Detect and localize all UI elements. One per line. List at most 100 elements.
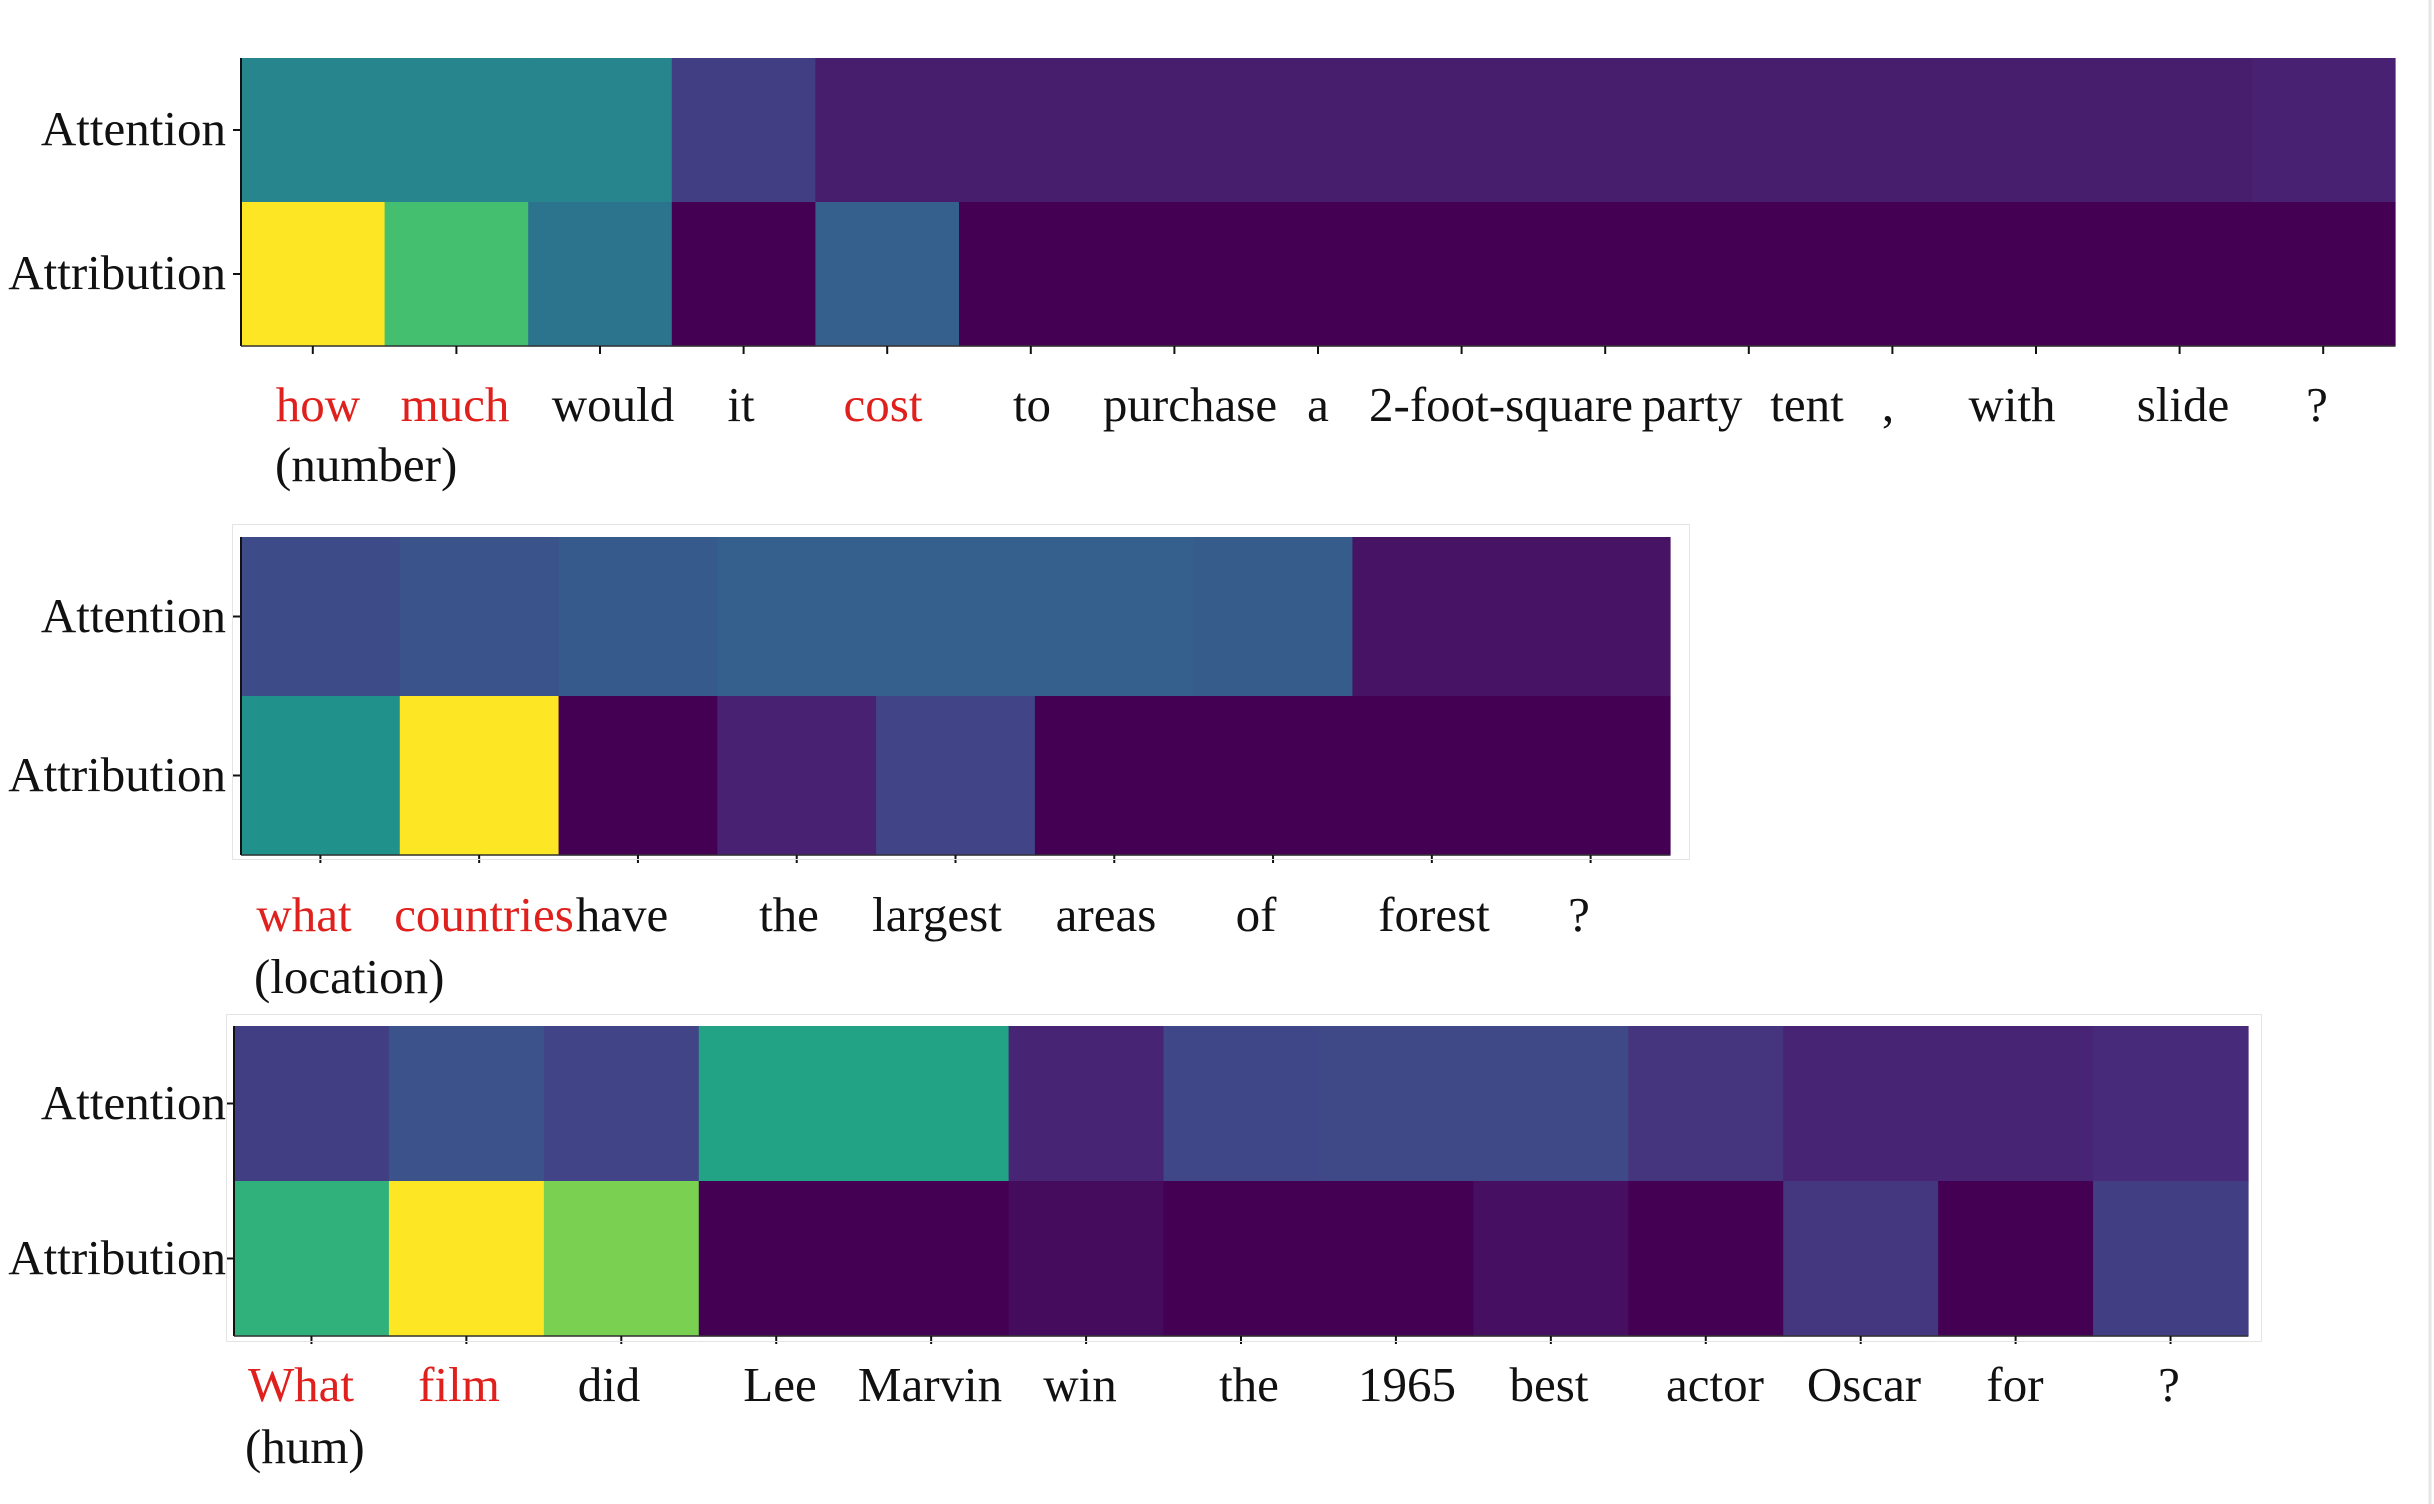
token-label: Lee	[743, 1357, 817, 1412]
heatmap-cell	[1533, 202, 1678, 347]
row-label: Attention	[40, 587, 226, 643]
token-label: ?	[2306, 377, 2328, 432]
heatmap-cell	[698, 1026, 855, 1182]
token-label: tent	[1770, 377, 1844, 432]
heatmap-cell	[1473, 1026, 1629, 1182]
heatmap-cell	[1389, 202, 1534, 347]
heatmap-cell	[1389, 58, 1534, 203]
heatmap-cell	[558, 537, 718, 697]
heatmap-cell	[384, 58, 529, 203]
token-label: a	[1307, 377, 1329, 432]
heatmap-cell	[815, 58, 960, 203]
token-label: party	[1641, 377, 1743, 432]
heatmap-cell	[528, 202, 673, 347]
heatmap-cell	[1034, 696, 1195, 856]
heatmap-cell	[853, 1181, 1010, 1337]
heatmap-cell	[1964, 58, 2109, 203]
heatmap-cell	[241, 202, 386, 347]
token-label: have	[575, 887, 669, 942]
heatmap-cell	[543, 1181, 700, 1337]
heatmap-cell	[717, 696, 877, 856]
token-label: forest	[1378, 887, 1490, 942]
token-label: ?	[2158, 1357, 2180, 1412]
token-label: with	[1968, 377, 2056, 432]
heatmap-cell	[2107, 202, 2252, 347]
token-label: ,	[1881, 377, 1895, 432]
heatmap-cell	[1008, 1026, 1165, 1182]
heatmap-cell	[1163, 1181, 1320, 1337]
heatmap-cell	[558, 696, 718, 856]
heatmap-cell	[1102, 58, 1247, 203]
token-label-highlighted: countries	[394, 887, 574, 942]
token-label: the	[759, 887, 819, 942]
row-label: Attention	[40, 1074, 226, 1130]
heatmap-panel-1	[233, 58, 2396, 354]
token-label-highlighted: cost	[843, 377, 923, 432]
token-label-highlighted: much	[400, 377, 510, 432]
heatmap-cell	[1246, 202, 1391, 347]
heatmap-cell	[1318, 1181, 1474, 1337]
token-label: of	[1235, 887, 1277, 942]
class-label: (number)	[275, 437, 458, 492]
token-label: ?	[1568, 887, 1590, 942]
panel-frame	[232, 524, 1690, 860]
heatmap-cell	[1677, 58, 1822, 203]
panel-frame	[226, 1014, 2262, 1342]
heatmap-cell	[528, 58, 673, 203]
heatmap-panel-3	[226, 1026, 2249, 1344]
heatmap-cell	[1938, 1181, 2094, 1337]
heatmap-panel-2	[233, 537, 1671, 863]
heatmap-cell	[1246, 58, 1391, 203]
token-label-highlighted: what	[256, 887, 352, 942]
heatmap-cell	[853, 1026, 1010, 1182]
heatmap-cell	[959, 58, 1104, 203]
class-label: (location)	[254, 949, 445, 1004]
heatmap-cell	[1193, 696, 1354, 856]
heatmap-cell	[388, 1181, 545, 1337]
heatmap-cell	[384, 202, 529, 347]
token-label: Marvin	[857, 1357, 1003, 1412]
token-label: 1965	[1358, 1357, 1456, 1412]
heatmap-cell	[1034, 537, 1195, 697]
row-label: Attribution	[8, 1229, 226, 1285]
heatmap-cell	[234, 1026, 390, 1182]
heatmap-cell	[1628, 1026, 1784, 1182]
heatmap-cell	[1473, 1181, 1629, 1337]
heatmap-cell	[1511, 537, 1671, 697]
token-label: would	[551, 377, 675, 432]
heatmap-cell	[1677, 202, 1822, 347]
heatmap-cell	[1318, 1026, 1474, 1182]
heatmap-cell	[1783, 1181, 1939, 1337]
heatmap-cell	[1352, 696, 1512, 856]
row-label: Attention	[40, 101, 226, 156]
heatmap-cell	[717, 537, 877, 697]
heatmap-cell	[241, 696, 401, 856]
token-label-highlighted: film	[418, 1357, 500, 1412]
token-label: slide	[2136, 377, 2230, 432]
heatmap-cell	[1628, 1181, 1784, 1337]
heatmap-cell	[2251, 58, 2396, 203]
heatmap-cell	[815, 202, 960, 347]
heatmap-cell	[1938, 1026, 2094, 1182]
token-label: it	[727, 377, 755, 432]
token-label: best	[1509, 1357, 1589, 1412]
token-label: actor	[1666, 1357, 1764, 1412]
heatmap-cell	[2107, 58, 2252, 203]
token-label-highlighted: how	[275, 377, 361, 432]
heatmap-cell	[388, 1026, 545, 1182]
heatmap-cell	[1820, 202, 1965, 347]
token-label: 2-foot-square	[1369, 377, 1633, 432]
token-label-highlighted: What	[247, 1357, 355, 1412]
token-label: to	[1012, 377, 1052, 432]
token-label: for	[1986, 1357, 2044, 1412]
heatmap-cell	[1193, 537, 1354, 697]
heatmap-cell	[1102, 202, 1247, 347]
token-label: Oscar	[1806, 1357, 1922, 1412]
heatmap-cell	[234, 1181, 390, 1337]
heatmap-cell	[1352, 537, 1512, 697]
heatmap-cell	[1163, 1026, 1320, 1182]
heatmap-cell	[241, 58, 386, 203]
token-label: areas	[1055, 887, 1157, 942]
heatmap-cell	[698, 1181, 855, 1337]
